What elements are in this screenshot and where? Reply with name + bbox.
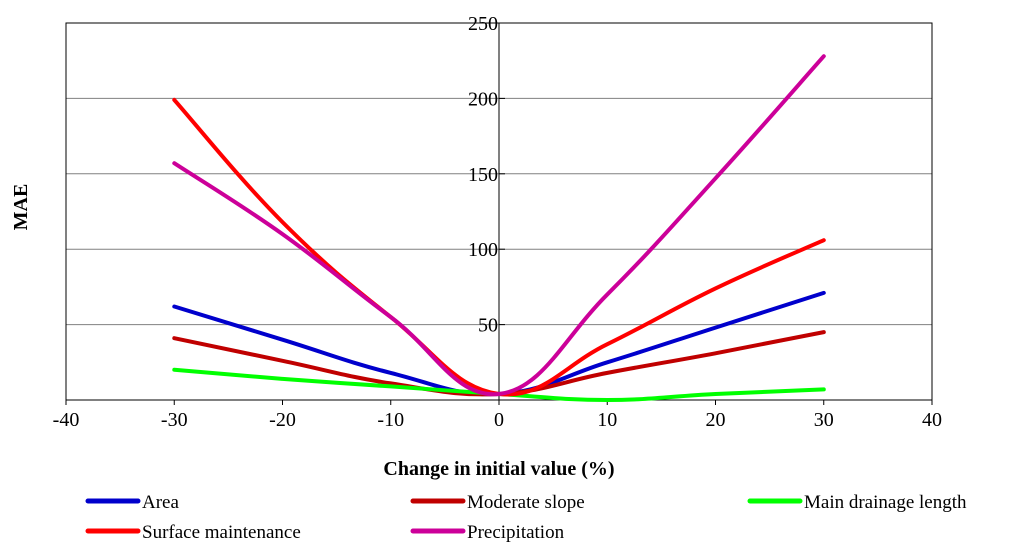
x-tick-label: 30 (814, 409, 834, 431)
legend-label: Moderate slope (467, 492, 585, 513)
legend-item-moderate-slope: Moderate slope (410, 492, 585, 513)
x-tick-label: -30 (161, 409, 188, 431)
axes (65, 22, 933, 405)
x-tick-label: 10 (597, 409, 617, 431)
x-axis-title: Change in initial value (%) (383, 458, 614, 480)
legend-item-surface-maintenance: Surface maintenance (85, 522, 301, 543)
legend-label: Area (142, 492, 179, 513)
x-tick-label: -40 (53, 409, 80, 431)
x-tick-label: -10 (377, 409, 404, 431)
tick-labels: -40 -30 -20 -10 0 10 20 30 40 50 100 150 200 250 (53, 13, 942, 431)
legend-item-precipitation: Precipitation (410, 522, 565, 543)
series-line-precipitation (172, 54, 826, 397)
y-tick-label: 200 (468, 88, 498, 110)
x-tick-label: 40 (922, 409, 942, 431)
y-tick-label: 50 (478, 315, 498, 337)
x-tick-label: -20 (269, 409, 296, 431)
y-tick-label: 250 (468, 13, 498, 35)
legend: Area Moderate slope Main drainage length Su… (85, 492, 967, 543)
legend-label: Surface maintenance (142, 522, 301, 543)
x-tick-label: 20 (706, 409, 726, 431)
legend-item-area: Area (85, 492, 179, 513)
legend-label: Main drainage length (804, 492, 967, 513)
y-axis-title: MAE (10, 184, 32, 231)
legend-item-main-drainage-length: Main drainage length (747, 492, 967, 513)
x-tick-label: 0 (494, 409, 504, 431)
series-lines (172, 54, 826, 402)
y-tick-label: 150 (468, 164, 498, 186)
y-tick-label: 100 (468, 239, 498, 261)
legend-label: Precipitation (467, 522, 565, 543)
